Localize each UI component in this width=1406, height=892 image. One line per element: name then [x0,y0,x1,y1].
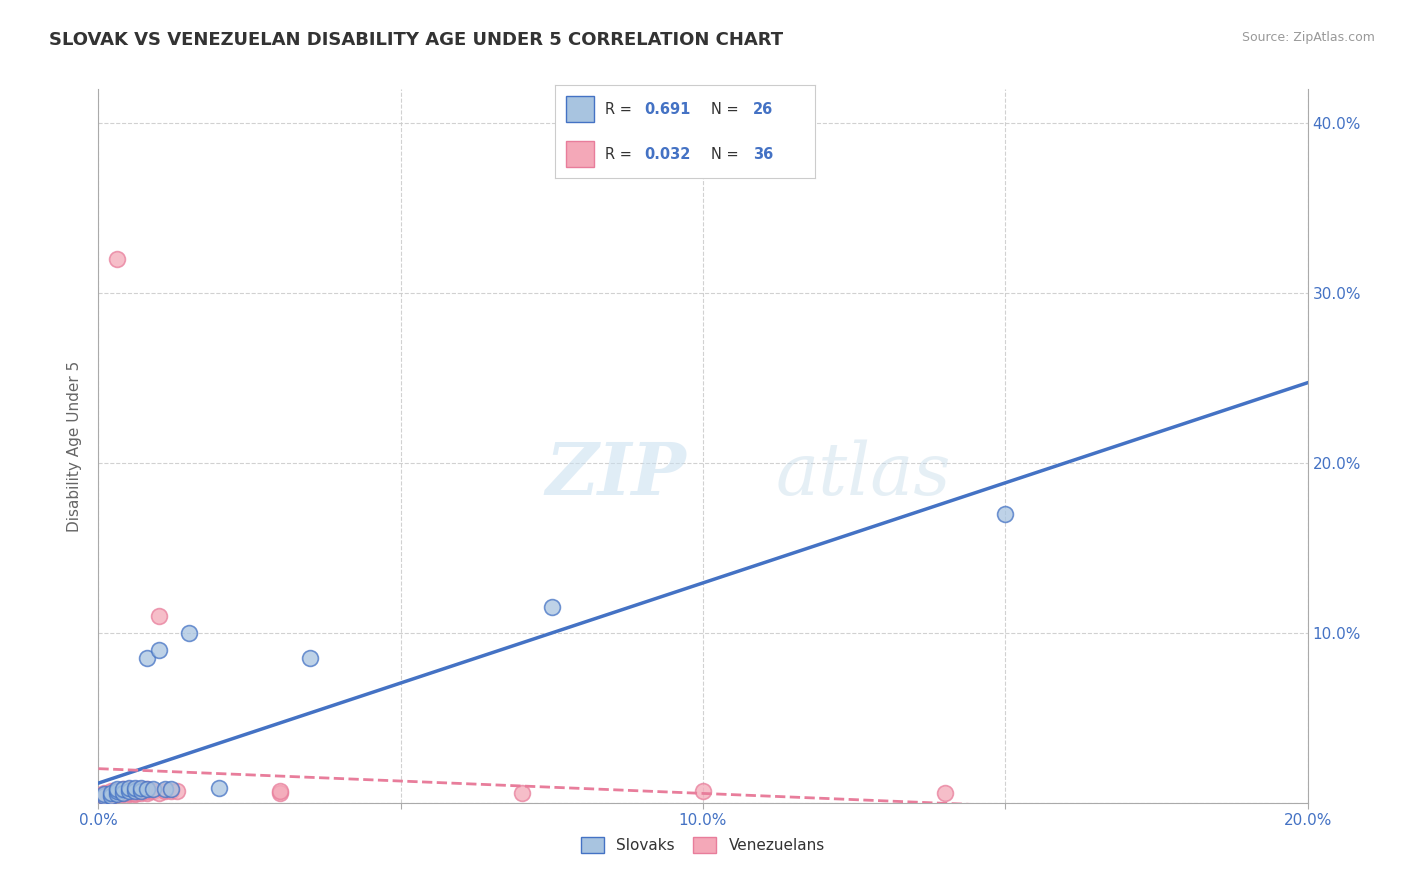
Point [692,784,714,798]
Point [105,252,128,266]
Text: atlas: atlas [776,439,950,510]
Point [105,787,128,801]
Point [179,626,201,640]
Point [111,782,134,797]
Point [100,786,122,800]
Text: Source: ZipAtlas.com: Source: ZipAtlas.com [1241,31,1375,45]
Text: R =: R = [605,146,637,161]
Point [299,651,322,665]
Point [129,784,152,798]
Point [105,782,128,797]
Point [118,782,141,797]
Text: ZIP: ZIP [546,439,686,510]
Text: 0.691: 0.691 [644,102,690,117]
Point [118,780,141,795]
Point [148,643,170,657]
Point [135,782,157,797]
Text: N =: N = [711,146,744,161]
Point [148,786,170,800]
Text: SLOVAK VS VENEZUELAN DISABILITY AGE UNDER 5 CORRELATION CHART: SLOVAK VS VENEZUELAN DISABILITY AGE UNDE… [49,31,783,49]
Bar [565,141,595,167]
Point [135,784,157,798]
Point [93,787,115,801]
Point [135,786,157,800]
Point [118,787,141,801]
Point [269,784,291,798]
Point [124,780,146,795]
Point [142,784,165,798]
Point [160,784,183,798]
Point [111,787,134,801]
Point [208,780,231,795]
Point [100,789,122,803]
Legend: Slovaks, Venezuelans: Slovaks, Venezuelans [575,831,831,859]
Point [166,784,188,798]
Point [124,787,146,801]
Point [510,786,533,800]
Point [269,786,291,800]
Point [135,651,157,665]
Point [129,786,152,800]
Point [129,784,152,798]
Point [153,784,176,798]
Point [153,782,176,797]
Bar [565,96,595,122]
Point [93,786,115,800]
Point [93,789,115,803]
Point [142,782,165,797]
Text: 36: 36 [754,146,773,161]
Point [124,786,146,800]
Point [105,784,128,798]
Point [118,784,141,798]
Point [100,784,122,798]
Point [124,782,146,797]
Point [111,786,134,800]
Point [105,787,128,801]
Text: 26: 26 [754,102,773,117]
Y-axis label: Disability Age Under 5: Disability Age Under 5 [67,360,83,532]
Text: N =: N = [711,102,744,117]
Point [129,782,152,797]
Point [105,784,128,798]
Point [135,782,157,797]
Point [934,786,956,800]
Point [93,789,115,803]
Point [994,507,1017,521]
Point [160,782,183,797]
Point [111,786,134,800]
Point [100,789,122,803]
Text: 0.032: 0.032 [644,146,690,161]
Point [148,608,170,623]
Point [111,782,134,797]
Point [129,780,152,795]
Point [124,784,146,798]
Point [540,600,562,615]
Text: R =: R = [605,102,637,117]
Point [105,786,128,800]
Point [93,787,115,801]
Point [118,786,141,800]
Point [100,787,122,801]
